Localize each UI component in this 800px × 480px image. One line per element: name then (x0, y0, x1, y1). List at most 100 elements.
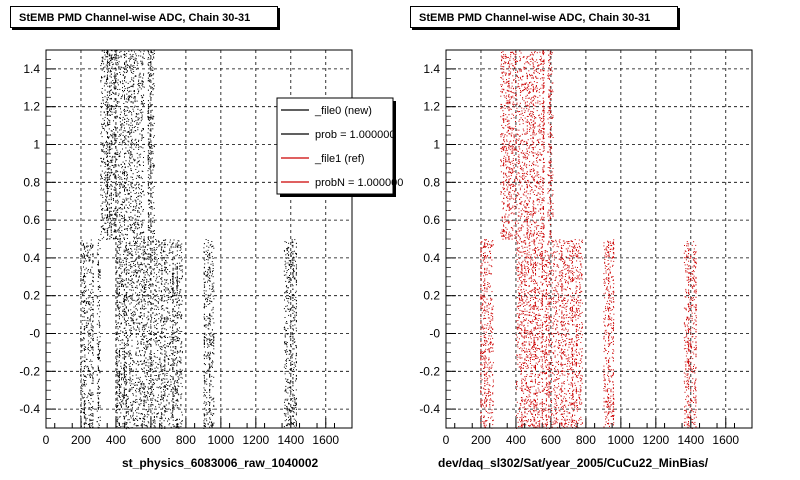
data-point (205, 402, 207, 404)
data-point (123, 298, 125, 300)
data-point (130, 206, 132, 208)
data-point (161, 413, 163, 415)
data-point (87, 251, 89, 253)
data-point (116, 277, 118, 279)
data-point (210, 332, 212, 334)
data-point (82, 277, 84, 279)
data-point (123, 415, 125, 417)
data-point (151, 193, 153, 195)
data-point (130, 151, 132, 152)
data-point (138, 327, 140, 329)
data-point (166, 388, 168, 389)
data-point (177, 322, 178, 324)
data-point (212, 312, 214, 314)
data-point (125, 388, 127, 390)
data-point (122, 354, 124, 355)
data-point (89, 249, 91, 251)
data-point (171, 400, 173, 402)
data-point (126, 114, 128, 116)
data-point (133, 148, 135, 150)
data-point (147, 51, 149, 53)
data-point (139, 256, 141, 258)
data-point (126, 190, 128, 192)
data-point (108, 114, 110, 116)
data-point (148, 112, 150, 114)
data-point (133, 110, 135, 112)
data-point (118, 378, 120, 380)
data-point (135, 241, 136, 243)
data-point (154, 263, 156, 265)
data-point (164, 360, 166, 362)
data-point (138, 184, 140, 186)
data-point (140, 60, 142, 62)
data-point (144, 249, 146, 251)
data-point (178, 426, 180, 428)
data-point (83, 396, 85, 398)
data-point (143, 285, 145, 287)
data-point (84, 281, 86, 283)
data-point (146, 395, 148, 396)
data-point (155, 278, 157, 280)
data-point (129, 218, 130, 220)
data-point (171, 321, 173, 323)
data-point (123, 237, 125, 239)
data-point (124, 66, 126, 68)
data-point (104, 153, 106, 155)
data-point (116, 392, 118, 394)
data-point (138, 237, 140, 239)
data-point (135, 58, 137, 60)
data-point (121, 125, 123, 127)
data-point (124, 68, 125, 70)
data-point (125, 187, 127, 189)
data-point (157, 302, 159, 304)
data-point (83, 409, 85, 411)
data-point (212, 335, 214, 337)
data-point (151, 379, 153, 381)
data-point (127, 339, 129, 341)
data-point (103, 182, 105, 184)
data-point (134, 139, 136, 141)
data-point (178, 377, 180, 379)
data-point (107, 152, 109, 155)
data-point (110, 169, 112, 171)
data-point (160, 336, 161, 338)
y-tick-label: 0.6 (23, 213, 40, 227)
data-point (152, 268, 154, 270)
data-point (172, 333, 174, 335)
data-point (123, 300, 124, 302)
data-point (100, 194, 102, 196)
data-point (119, 178, 121, 180)
data-point (139, 165, 141, 166)
data-point (159, 270, 161, 272)
data-point (158, 406, 160, 408)
data-point (140, 336, 142, 337)
data-point (149, 339, 150, 340)
data-point (169, 341, 171, 343)
data-point (123, 301, 125, 303)
data-point (130, 362, 131, 364)
data-point (181, 303, 183, 305)
data-point (165, 384, 167, 386)
data-point (207, 240, 209, 241)
data-point (87, 270, 89, 272)
data-point (132, 394, 134, 396)
data-point (129, 244, 131, 246)
data-point (180, 376, 182, 378)
data-point (130, 327, 132, 329)
data-point (116, 170, 118, 172)
data-point (167, 388, 169, 390)
data-point (158, 275, 160, 277)
data-point (115, 78, 117, 80)
data-point (130, 64, 132, 66)
data-point (181, 275, 183, 277)
data-point (116, 368, 118, 370)
data-point (167, 297, 169, 298)
data-point (149, 279, 151, 281)
data-point (169, 320, 171, 322)
data-point (156, 274, 157, 276)
data-point (146, 426, 148, 428)
data-point (125, 388, 127, 390)
data-point (115, 207, 116, 209)
data-point (174, 382, 175, 384)
data-point (139, 376, 141, 378)
